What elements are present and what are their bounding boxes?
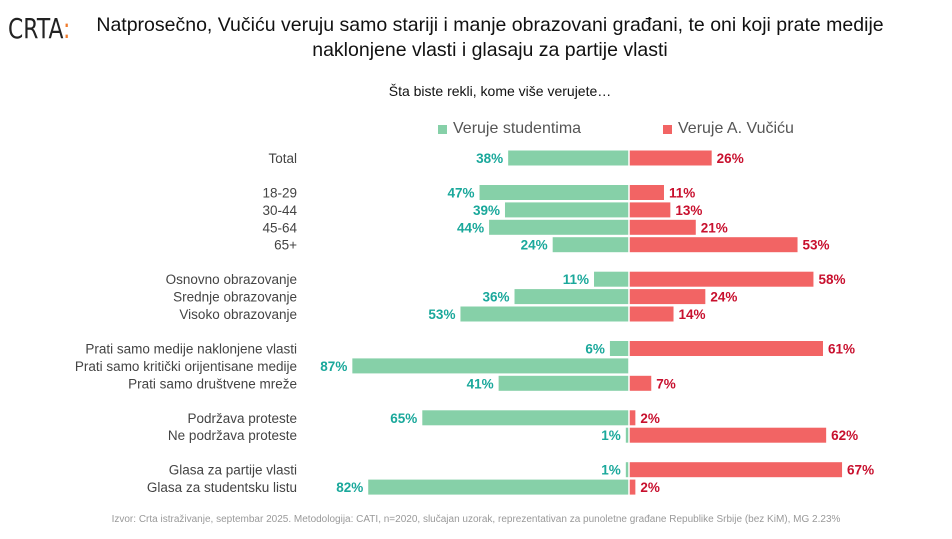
chart-title: Natprosečno, Vučiću veruju samo stariji … [96, 14, 884, 61]
data-label-vucic: 21% [701, 220, 728, 235]
bar-vucic [629, 479, 636, 495]
bar-vucic [629, 271, 814, 287]
bar-studenti [498, 375, 629, 391]
legend-studenti: Veruje studentima [438, 120, 581, 138]
bar-vucic [629, 375, 652, 391]
category-label: Podržava proteste [187, 411, 297, 426]
data-label-vucic: 61% [828, 342, 855, 357]
bar-studenti [504, 202, 629, 218]
data-label-vucic: 2% [640, 411, 660, 426]
bar-vucic [629, 219, 696, 235]
legend-label: Veruje A. Vučiću [678, 120, 794, 137]
bar-studenti [609, 341, 629, 356]
data-label-studenti: 65% [390, 411, 417, 426]
category-label: Prati samo društvene mreže [128, 376, 297, 391]
category-label: Total [268, 151, 297, 166]
data-label-studenti: 41% [467, 376, 494, 391]
bar-vucic [629, 341, 823, 356]
legend-swatch-vucic [663, 124, 672, 134]
data-label-studenti: 39% [473, 203, 500, 218]
bar-studenti [514, 289, 629, 305]
category-label: 45-64 [262, 220, 297, 235]
bar-studenti [368, 479, 629, 495]
category-label: 18-29 [262, 186, 297, 201]
bar-vucic [629, 410, 636, 426]
data-label-vucic: 67% [847, 463, 874, 478]
bar-studenti [422, 410, 629, 426]
bar-studenti [552, 237, 629, 253]
category-label: Osnovno obrazovanje [166, 272, 297, 287]
data-label-studenti: 82% [336, 480, 363, 495]
category-label: Prati samo kritički orijentisane medije [75, 359, 297, 374]
bar-studenti [352, 358, 629, 374]
bar-studenti [479, 185, 629, 200]
data-label-studenti: 36% [482, 290, 509, 305]
bar-vucic [629, 202, 671, 218]
bar-vucic [629, 237, 798, 253]
chart-subtitle: Šta biste rekli, kome više verujete… [388, 83, 612, 99]
data-label-vucic: 58% [818, 272, 845, 287]
data-label-studenti: 6% [585, 342, 605, 357]
bar-studenti [508, 150, 629, 166]
bar-vucic [629, 427, 827, 443]
category-label: Prati samo medije naklonjene vlasti [85, 342, 297, 357]
data-label-studenti: 44% [457, 220, 484, 235]
bar-vucic [629, 289, 706, 305]
data-label-vucic: 2% [640, 480, 660, 495]
data-label-vucic: 11% [669, 186, 695, 201]
data-label-vucic: 7% [656, 376, 676, 391]
legend-vucic: Veruje A. Vučiću [663, 120, 794, 138]
data-label-vucic: 13% [675, 203, 702, 218]
category-label: 30-44 [262, 203, 297, 218]
data-label-studenti: 87% [320, 359, 347, 374]
category-label: Ne podržava proteste [168, 428, 297, 443]
data-label-vucic: 26% [717, 151, 744, 166]
data-label-vucic: 14% [679, 307, 706, 322]
bar-vucic [629, 150, 712, 166]
bar-vucic [629, 306, 674, 322]
legend-label: Veruje studentima [453, 120, 582, 137]
source-footnote: Izvor: Crta istraživanje, septembar 2025… [111, 514, 841, 525]
data-label-studenti: 1% [601, 463, 621, 478]
bar-vucic [629, 185, 664, 200]
data-label-studenti: 47% [448, 186, 475, 201]
bar-studenti [489, 219, 629, 235]
data-label-studenti: 24% [521, 238, 548, 253]
data-label-studenti: 1% [601, 428, 621, 443]
data-label-studenti: 53% [428, 307, 455, 322]
data-label-studenti: 38% [476, 151, 503, 166]
data-label-vucic: 53% [803, 238, 830, 253]
category-label: Visoko obrazovanje [179, 307, 297, 322]
bar-studenti [625, 427, 629, 443]
data-label-vucic: 24% [710, 290, 737, 305]
category-label: Glasa za studentsku listu [147, 480, 297, 495]
category-label: Srednje obrazovanje [173, 290, 297, 305]
crta-logo: CRTA: [8, 12, 71, 45]
data-label-vucic: 62% [831, 428, 858, 443]
data-label-studenti: 11% [563, 272, 589, 287]
bar-vucic [629, 462, 843, 478]
bar-studenti [625, 462, 629, 478]
legend-swatch-studenti [438, 124, 447, 134]
category-label: Glasa za partije vlasti [169, 463, 297, 478]
category-label: 65+ [274, 238, 297, 253]
bar-studenti [460, 306, 629, 322]
bar-studenti [594, 271, 629, 287]
